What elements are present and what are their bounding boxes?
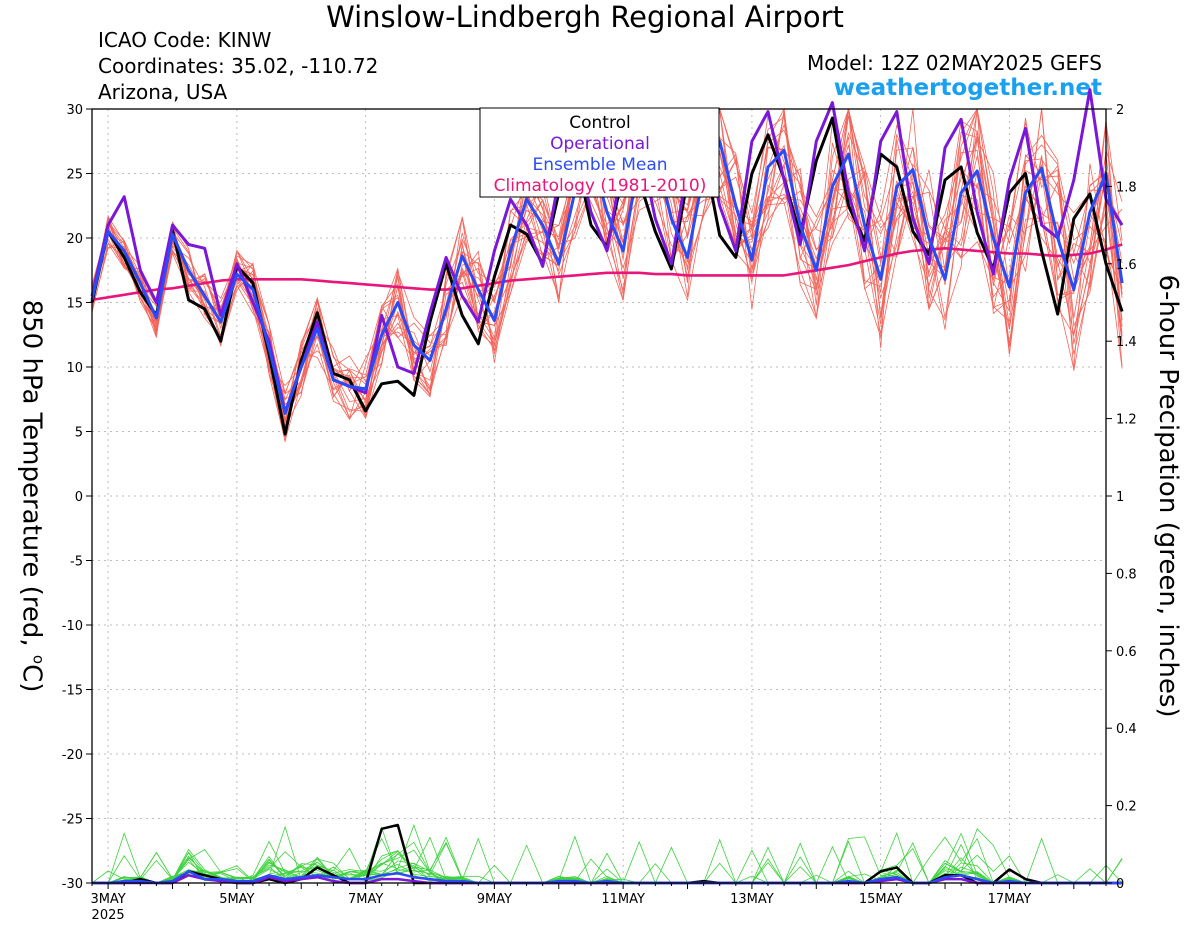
precip-member-line: [92, 847, 1123, 884]
chart-title: Winslow-Lindbergh Regional Airport: [326, 0, 844, 34]
temp-member-line: [91, 107, 1123, 427]
left-tick-label: -15: [62, 684, 83, 699]
axes-group: 302520151050-5-10-15-20-25-3021.81.61.41…: [62, 103, 1137, 923]
legend-box: Control Operational Ensemble Mean Climat…: [479, 107, 720, 198]
x-tick-label: 9MAY: [477, 892, 512, 907]
precip-member-line: [92, 842, 1123, 884]
temp-series-ensemble-mean: [90, 139, 1124, 415]
x-tick-label: 5MAY: [219, 892, 254, 907]
left-tick-label: 25: [66, 168, 83, 183]
legend-mean: Ensemble Mean: [532, 155, 667, 175]
legend-climo: Climatology (1981-2010): [494, 176, 707, 196]
x-tick-label: 7MAY: [348, 892, 383, 907]
ensemble-members: [91, 107, 1123, 884]
right-tick-label: 0.4: [1116, 722, 1137, 737]
precip-member-line: [92, 837, 1123, 884]
left-tick-label: 10: [66, 361, 83, 376]
right-tick-label: 1.4: [1116, 335, 1137, 350]
right-tick-label: 2: [1116, 103, 1124, 118]
right-tick-label: 0.2: [1116, 800, 1137, 815]
left-tick-label: 5: [75, 426, 83, 441]
left-tick-label: 0: [75, 490, 83, 505]
right-tick-label: 1: [1116, 490, 1124, 505]
x-tick-label: 11MAY: [601, 892, 645, 907]
left-tick-label: -5: [70, 555, 83, 570]
station-info: ICAO Code: KINW Coordinates: 35.02, -110…: [98, 27, 378, 105]
legend-operational: Operational: [550, 134, 650, 154]
x-tick-label: 13MAY: [730, 892, 774, 907]
left-tick-label: -20: [62, 748, 83, 763]
year-label: 2025: [92, 908, 125, 923]
right-tick-label: 1.6: [1116, 258, 1137, 273]
model-run: Model: 12Z 02MAY2025 GEFS: [807, 51, 1102, 75]
right-tick-label: 0.6: [1116, 645, 1137, 660]
precip-series-ensemble-mean: [92, 870, 1123, 885]
right-tick-label: 1.2: [1116, 413, 1137, 428]
left-tick-label: -30: [62, 877, 83, 892]
left-tick-label: 20: [66, 232, 83, 247]
left-tick-label: 30: [66, 103, 83, 118]
x-tick-label: 3MAY: [90, 892, 125, 907]
x-tick-label: 15MAY: [859, 892, 903, 907]
left-tick-label: -25: [62, 813, 83, 828]
right-tick-label: 0.8: [1116, 567, 1137, 582]
right-tick-label: 1.8: [1116, 180, 1137, 195]
left-tick-label: 15: [66, 297, 83, 312]
x-tick-label: 17MAY: [988, 892, 1032, 907]
legend-control: Control: [569, 113, 630, 133]
region: Arizona, USA: [98, 80, 228, 104]
right-tick-label: 0: [1116, 877, 1124, 892]
icao-code: ICAO Code: KINW: [98, 28, 272, 52]
series-lines: [90, 88, 1124, 885]
left-tick-label: -10: [62, 619, 83, 634]
site-name: weathertogether.net: [833, 75, 1102, 101]
coordinates: Coordinates: 35.02, -110.72: [98, 54, 379, 78]
